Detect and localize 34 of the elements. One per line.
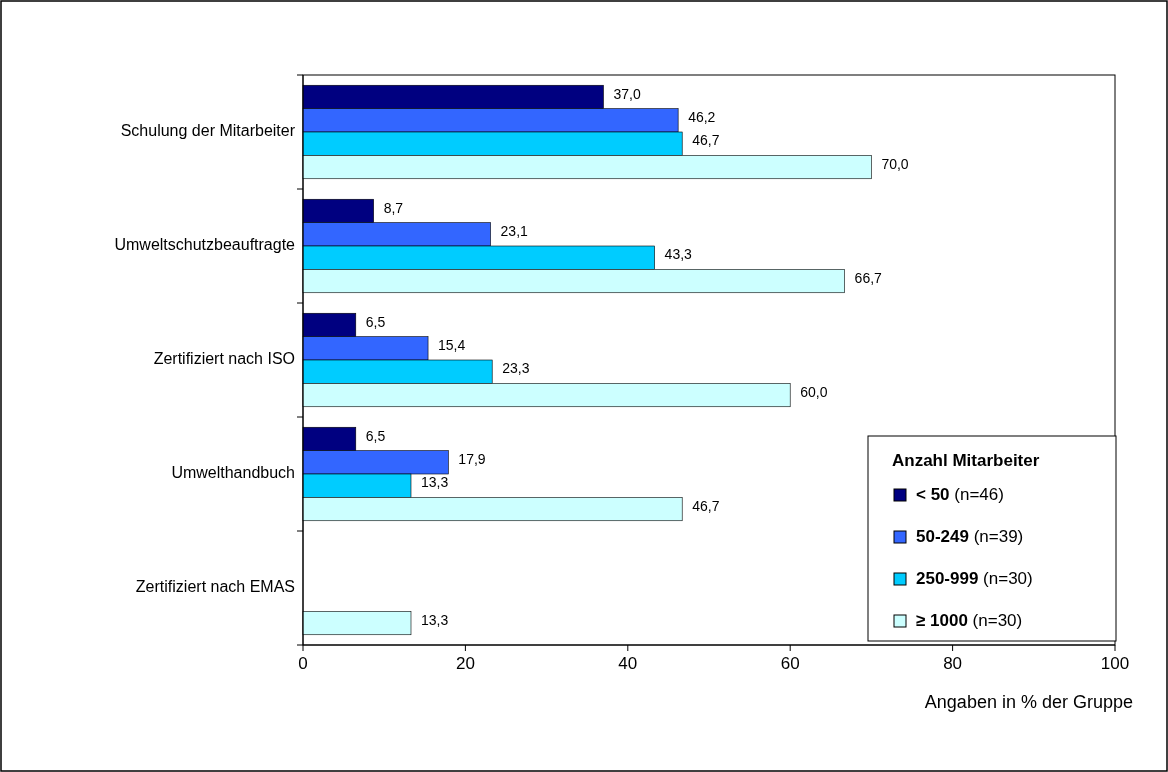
- legend-label: < 50 (n=46): [916, 485, 1004, 505]
- legend-title: Anzahl Mitarbeiter: [892, 451, 1040, 470]
- y-tick-label: Zertifiziert nach ISO: [153, 350, 295, 368]
- data-label: 8,7: [383, 199, 404, 216]
- data-label: 37,0: [613, 85, 641, 102]
- data-label: 13,3: [421, 474, 449, 491]
- y-tick-label: Umweltschutzbeauftragte: [114, 236, 296, 254]
- data-label: 43,3: [664, 246, 693, 263]
- y-tick-label: Schulung der Mitarbeiter: [120, 122, 296, 140]
- data-label: 23,3: [502, 360, 530, 377]
- x-tick-label: 0: [298, 654, 308, 673]
- data-label: 23,1: [500, 223, 529, 240]
- data-label: 46,7: [692, 132, 720, 149]
- data-label: 46,7: [692, 497, 720, 514]
- data-label: 13,3: [421, 611, 449, 628]
- legend-label: 50-249 (n=39): [916, 527, 1024, 547]
- x-tick-label: 80: [943, 654, 963, 673]
- x-tick-label: 100: [1100, 654, 1130, 673]
- x-tick-label: 60: [780, 654, 800, 673]
- data-label: 70,0: [881, 155, 909, 172]
- x-tick-label: 40: [618, 654, 638, 673]
- data-label: 6,5: [365, 427, 386, 444]
- data-label: 60,0: [800, 383, 828, 400]
- data-label: 66,7: [854, 269, 883, 286]
- y-tick-label: Umwelthandbuch: [171, 464, 295, 482]
- y-tick-label: Zertifiziert nach EMAS: [135, 578, 295, 596]
- data-label: 46,2: [688, 109, 716, 126]
- data-label: 6,5: [365, 313, 386, 330]
- legend-label: ≥ 1000 (n=30): [916, 611, 1023, 631]
- data-label: 15,4: [438, 337, 466, 354]
- x-tick-label: 20: [455, 654, 475, 673]
- legend-label: 250-999 (n=30): [916, 569, 1033, 589]
- data-label: 17,9: [458, 451, 486, 468]
- x-axis-title: Angaben in % der Gruppe: [924, 692, 1133, 712]
